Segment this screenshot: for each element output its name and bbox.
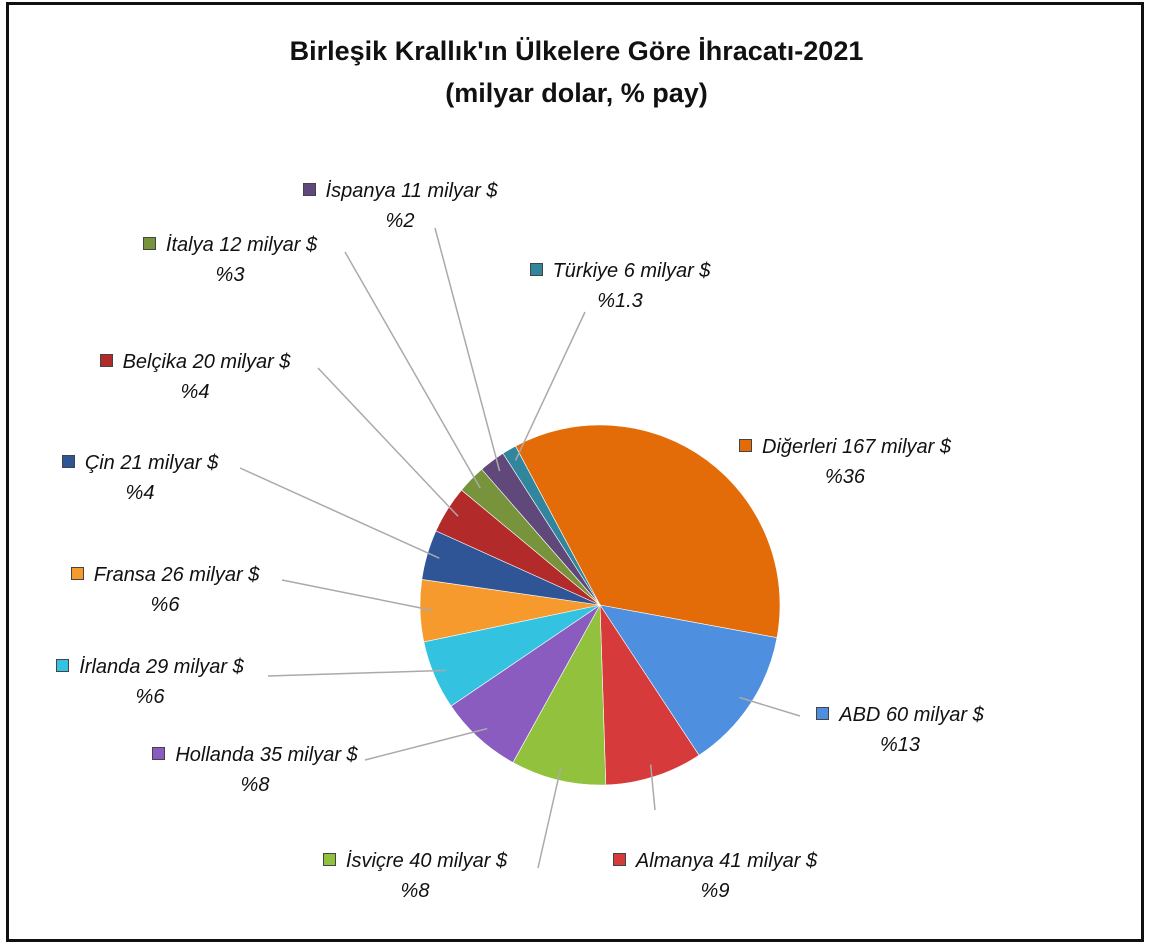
legend-swatch (70, 567, 84, 580)
legend-swatch (61, 455, 75, 468)
slice-label: İspanya 11 milyar $ %2 (270, 176, 530, 236)
percent-label: %2 (385, 210, 415, 232)
slice-label: Diğerleri 167 milyar $ %36 (728, 432, 963, 492)
value-label: 29 milyar $ (145, 656, 244, 678)
pie-slice (599, 603, 700, 786)
slice-label: Fransa 26 milyar $ %6 (35, 560, 295, 620)
value-label: 20 milyar $ (192, 351, 291, 373)
value-label: 12 milyar $ (219, 234, 318, 256)
chart-frame (6, 2, 1144, 942)
legend-swatch (99, 354, 113, 367)
category-label: ABD (839, 704, 881, 726)
legend-swatch (152, 747, 166, 760)
leader-line (649, 764, 656, 811)
percent-label: %6 (135, 686, 165, 708)
slice-label: Belçika 20 milyar $ %4 (65, 347, 325, 407)
percent-label: %4 (180, 381, 210, 403)
leader-line (434, 227, 501, 472)
slice-label: Türkiye 6 milyar $ %1.3 (490, 256, 750, 316)
percent-label: %6 (150, 594, 180, 616)
category-label: Fransa (93, 564, 156, 586)
category-label: Diğerleri (762, 436, 837, 458)
category-label: İtalya (165, 234, 214, 256)
percent-label: %3 (215, 264, 245, 286)
legend-swatch (142, 237, 156, 250)
pie-slice (502, 445, 601, 606)
slice-label: İtalya 12 milyar $ %3 (100, 230, 360, 290)
legend-swatch (739, 439, 753, 452)
percent-label: %8 (240, 774, 270, 796)
pie-slice (599, 604, 778, 756)
category-label: İsviçre (345, 850, 404, 872)
category-label: İspanya (325, 180, 396, 202)
legend-swatch (322, 853, 336, 866)
percent-label: %9 (700, 880, 730, 902)
category-label: Hollanda (175, 744, 255, 766)
percent-label: %36 (824, 466, 866, 488)
value-label: 41 milyar $ (719, 850, 818, 872)
value-label: 21 milyar $ (120, 452, 219, 474)
category-label: Çin (84, 452, 115, 474)
slice-label: Almanya 41 milyar $ %9 (585, 846, 845, 906)
value-label: 35 milyar $ (259, 744, 358, 766)
slice-label: Çin 21 milyar $ %4 (30, 448, 250, 508)
category-label: Türkiye (552, 260, 619, 282)
percent-label: %1.3 (597, 290, 643, 312)
leader-line (537, 767, 562, 869)
legend-swatch (302, 183, 316, 196)
legend-swatch (56, 659, 70, 672)
chart-subtitle: (milyar dolar, % pay) (445, 78, 708, 108)
slice-label: Hollanda 35 milyar $ %8 (130, 740, 380, 800)
legend-swatch (612, 853, 626, 866)
leader-line (239, 467, 440, 559)
chart-title: Birleşik Krallık'ın Ülkelere Göre İhraca… (289, 36, 864, 66)
pie-slice (515, 424, 781, 639)
percent-label: %4 (125, 482, 155, 504)
value-label: 26 milyar $ (161, 564, 260, 586)
slice-label: İrlanda 29 milyar $ %6 (20, 652, 280, 712)
category-label: İrlanda (79, 656, 141, 678)
legend-swatch (529, 263, 543, 276)
percent-label: %13 (879, 734, 921, 756)
value-label: 11 milyar $ (401, 180, 498, 202)
slice-label: İsviçre 40 milyar $ %8 (285, 846, 545, 906)
leader-line (281, 579, 433, 612)
category-label: Belçika (122, 351, 188, 373)
category-label: Almanya (635, 850, 714, 872)
percent-label: %8 (400, 880, 430, 902)
legend-swatch (816, 707, 830, 720)
leader-line (739, 696, 801, 717)
value-label: 167 milyar $ (842, 436, 951, 458)
value-label: 6 milyar $ (623, 260, 711, 282)
leader-line (514, 311, 586, 461)
leader-line (317, 367, 459, 517)
slice-label: ABD 60 milyar $ %13 (780, 700, 1020, 760)
leader-line (267, 669, 446, 677)
leader-line (364, 727, 488, 761)
leader-line (344, 251, 481, 489)
value-label: 40 milyar $ (409, 850, 508, 872)
value-label: 60 milyar $ (885, 704, 984, 726)
